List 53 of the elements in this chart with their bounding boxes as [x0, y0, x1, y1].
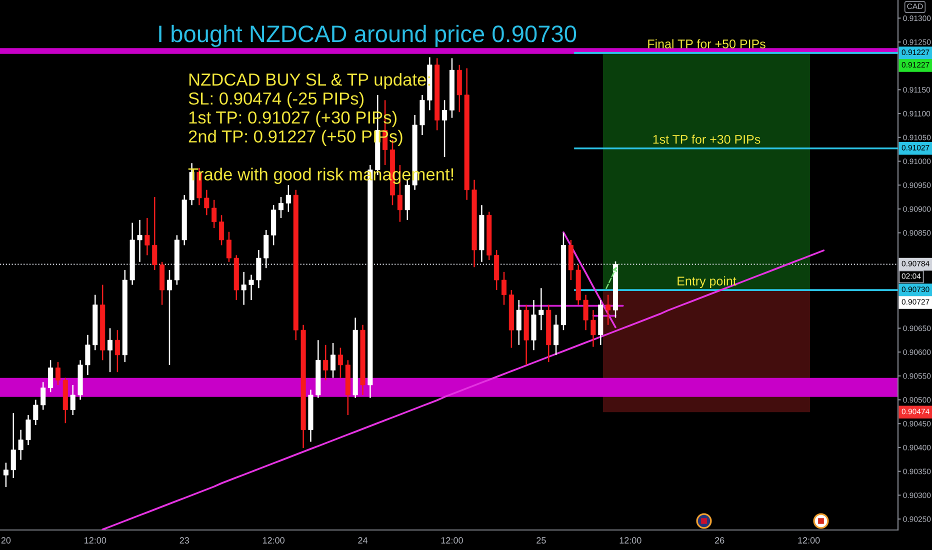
candlestick — [3, 462, 8, 488]
text: I bought NZDCAD around price 0.90730 — [159, 24, 576, 47]
candlestick — [590, 309, 596, 348]
x-tick-label: 26 — [715, 537, 724, 544]
candlestick — [85, 334, 90, 376]
candlestick — [40, 381, 46, 410]
candlestick — [166, 269, 172, 366]
candlestick — [538, 288, 544, 331]
ref-line-label: 1st TP for +30 PIPs — [653, 134, 760, 144]
candlestick — [226, 231, 232, 263]
x-tick-label: 24 — [358, 537, 368, 544]
candlestick — [338, 347, 343, 378]
candlestick — [48, 360, 54, 393]
candlestick — [606, 294, 611, 326]
candlestick — [330, 342, 336, 378]
candlestick — [219, 214, 224, 246]
line-series — [562, 231, 616, 328]
x-tick-label: 25 — [536, 537, 546, 544]
candlestick — [212, 199, 217, 229]
line-series — [102, 250, 825, 530]
candlestick — [241, 271, 246, 306]
candlestick — [152, 196, 158, 271]
candlestick — [554, 314, 559, 356]
x-tick-label: 12:00 — [84, 537, 106, 544]
candlestick — [583, 294, 588, 331]
x-tick-label: 12:00 — [262, 537, 285, 544]
candlestick — [55, 361, 60, 386]
candlestick — [10, 412, 16, 479]
x-tick-label: 23 — [180, 537, 189, 544]
candlestick — [516, 299, 522, 346]
candlestick — [108, 328, 113, 373]
candlestick — [256, 249, 262, 289]
candlestick — [264, 229, 269, 269]
ref-line-label: Final TP for +50 PIPs — [648, 39, 766, 48]
candlestick — [286, 184, 291, 212]
candlestick — [18, 429, 24, 460]
candlestick — [144, 217, 150, 256]
candlestick — [323, 344, 328, 381]
candlestick — [442, 100, 448, 158]
candlestick — [501, 271, 507, 306]
candlestick — [33, 399, 38, 426]
candlestick — [137, 219, 142, 263]
candlestick — [204, 189, 210, 216]
x-tick-label: 20 — [1, 537, 11, 544]
ref-line-label: Entry point — [678, 276, 736, 288]
x-tick-label: 12:00 — [441, 537, 463, 544]
candlestick — [248, 274, 254, 301]
candlestick — [278, 196, 284, 219]
candlestick — [26, 414, 31, 446]
candlestick — [70, 384, 76, 416]
candlestick — [114, 329, 120, 373]
x-tick-label: 12:00 — [798, 537, 820, 544]
x-tick-label: 12:00 — [620, 537, 642, 544]
